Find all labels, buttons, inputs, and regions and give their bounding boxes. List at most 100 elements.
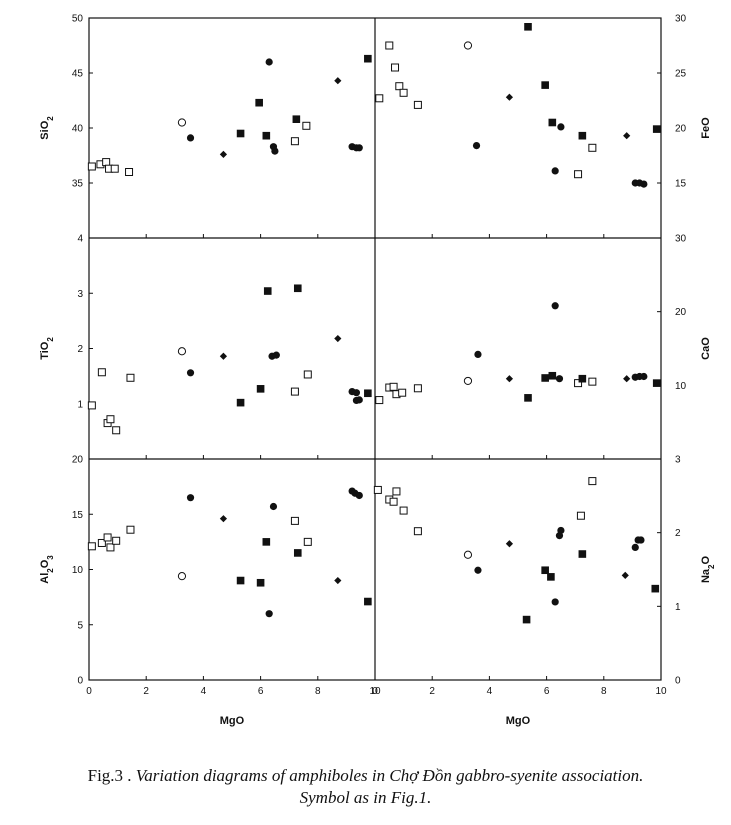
data-point-filled-circle bbox=[269, 502, 278, 511]
panel-frames bbox=[88, 17, 662, 681]
data-point-filled-square bbox=[578, 550, 587, 558]
x-tick-label: 4 bbox=[201, 686, 207, 697]
data-point-filled-square bbox=[541, 374, 549, 382]
y-tick-label: 30 bbox=[675, 14, 687, 25]
data-point-filled-circle bbox=[551, 598, 559, 606]
x-tick-label: 4 bbox=[487, 686, 493, 697]
data-point-filled-square bbox=[293, 549, 302, 557]
data-point-open-square bbox=[106, 543, 115, 552]
data-point-open-square bbox=[588, 377, 597, 386]
data-point-open-square bbox=[110, 164, 119, 173]
data-point-open-square bbox=[87, 401, 96, 410]
data-point-open-square bbox=[574, 170, 583, 179]
caption-figure-number: Fig.3 . bbox=[87, 766, 136, 785]
y-tick-label: 4 bbox=[77, 234, 83, 245]
data-point-open-square bbox=[97, 368, 106, 377]
data-point-filled-square bbox=[236, 129, 245, 138]
y-axis-label: Al2O3 bbox=[39, 555, 55, 584]
data-point-open-square bbox=[385, 41, 394, 50]
data-point-filled-circle bbox=[557, 526, 565, 535]
data-point-filled-square bbox=[236, 576, 245, 585]
data-point-filled-diamond bbox=[334, 77, 342, 85]
data-point-open-circle bbox=[177, 118, 187, 127]
x-tick-label: 10 bbox=[369, 686, 381, 697]
data-point-open-square bbox=[103, 533, 112, 542]
data-point-open-square bbox=[588, 477, 597, 486]
y-tick-label: 45 bbox=[72, 69, 84, 80]
data-point-filled-diamond bbox=[219, 515, 228, 523]
data-point-open-square bbox=[112, 426, 121, 435]
x-tick-label: 8 bbox=[601, 686, 607, 697]
data-point-filled-square bbox=[651, 584, 660, 593]
y-tick-label: 20 bbox=[72, 455, 84, 466]
data-point-filled-diamond bbox=[334, 334, 342, 343]
data-point-filled-diamond bbox=[505, 93, 514, 101]
variation-diagram-figure: 35404550SiO215202530FeO1234TiO2102030CaO… bbox=[39, 14, 716, 728]
data-point-open-square bbox=[399, 506, 408, 515]
data-point-open-square bbox=[373, 485, 382, 494]
y-tick-label: 15 bbox=[675, 179, 687, 190]
data-point-filled-square bbox=[578, 131, 587, 140]
data-point-filled-square bbox=[364, 389, 372, 398]
data-point-filled-diamond bbox=[219, 150, 228, 158]
y-tick-label: 10 bbox=[675, 381, 687, 392]
data-point-open-square bbox=[391, 63, 400, 72]
data-point-filled-circle bbox=[551, 302, 559, 310]
data-point-open-circle bbox=[463, 550, 473, 559]
y-tick-label: 3 bbox=[675, 455, 681, 466]
data-point-filled-square bbox=[541, 81, 549, 89]
caption-symbol-note: Symbol as in Fig.1. bbox=[299, 788, 432, 807]
data-point-open-square bbox=[87, 542, 96, 551]
x-tick-label: 2 bbox=[143, 686, 149, 697]
y-axis-label: SiO2 bbox=[39, 116, 55, 140]
x-axis-label: MgO bbox=[220, 715, 245, 727]
figure-caption: Fig.3 . Variation diagrams of amphiboles… bbox=[0, 765, 731, 809]
data-point-filled-circle bbox=[272, 351, 280, 359]
data-point-open-square bbox=[125, 168, 134, 176]
data-point-open-square bbox=[389, 382, 398, 391]
data-point-filled-circle bbox=[640, 372, 648, 381]
y-tick-label: 1 bbox=[675, 602, 681, 613]
data-point-filled-circle bbox=[474, 350, 482, 358]
data-point-filled-diamond bbox=[219, 352, 228, 360]
data-point-filled-circle bbox=[186, 369, 195, 377]
data-point-open-circle bbox=[463, 376, 473, 386]
data-point-open-square bbox=[290, 516, 299, 525]
data-point-filled-square bbox=[652, 125, 661, 133]
y-tick-label: 25 bbox=[675, 69, 687, 80]
data-point-filled-square bbox=[652, 379, 661, 387]
x-tick-label: 0 bbox=[372, 686, 378, 697]
data-point-filled-circle bbox=[355, 396, 363, 404]
data-point-filled-square bbox=[547, 573, 555, 581]
data-point-open-square bbox=[302, 121, 311, 130]
data-point-open-square bbox=[303, 537, 312, 546]
data-point-filled-square bbox=[364, 597, 372, 606]
data-point-filled-circle bbox=[352, 389, 361, 397]
data-point-open-square bbox=[112, 536, 121, 545]
data-point-open-square bbox=[399, 88, 408, 97]
data-point-open-square bbox=[574, 379, 583, 388]
data-point-filled-square bbox=[548, 371, 557, 380]
data-point-filled-square bbox=[255, 98, 263, 107]
data-point-open-square bbox=[413, 384, 422, 393]
y-tick-label: 2 bbox=[77, 344, 83, 355]
data-point-filled-circle bbox=[640, 180, 648, 188]
data-point-filled-square bbox=[522, 615, 531, 624]
data-point-filled-square bbox=[578, 374, 587, 383]
data-point-filled-circle bbox=[555, 375, 564, 383]
data-point-open-square bbox=[126, 525, 135, 534]
data-point-filled-square bbox=[524, 23, 532, 31]
y-tick-label: 15 bbox=[72, 510, 84, 521]
y-tick-label: 40 bbox=[72, 124, 84, 135]
data-point-open-square bbox=[389, 497, 398, 506]
data-point-open-square bbox=[398, 388, 407, 397]
data-point-open-circle bbox=[463, 41, 473, 50]
y-axis-label: CaO bbox=[700, 337, 712, 360]
data-point-filled-circle bbox=[474, 566, 482, 574]
data-point-open-square bbox=[375, 94, 384, 103]
data-point-filled-square bbox=[262, 131, 271, 140]
data-point-open-square bbox=[303, 370, 312, 379]
data-point-open-square bbox=[395, 82, 404, 91]
x-axis-label: MgO bbox=[506, 715, 531, 727]
data-point-open-square bbox=[290, 387, 299, 396]
